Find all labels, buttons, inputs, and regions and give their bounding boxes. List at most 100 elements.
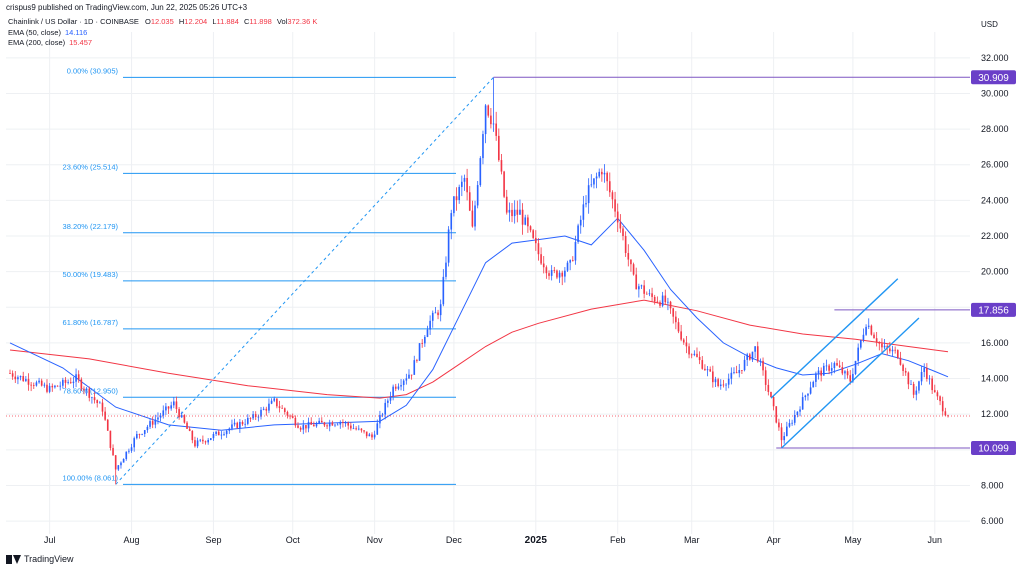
candle-body[interactable]: [857, 347, 859, 361]
candle-body[interactable]: [759, 360, 762, 362]
candle-body[interactable]: [606, 172, 608, 182]
candle-body[interactable]: [622, 228, 624, 237]
candle-body[interactable]: [273, 398, 276, 401]
candle-body[interactable]: [122, 458, 125, 463]
candle-body[interactable]: [889, 348, 891, 352]
candle-body[interactable]: [143, 430, 146, 434]
candle-body[interactable]: [807, 393, 809, 396]
candle-body[interactable]: [463, 177, 466, 182]
candle-body[interactable]: [479, 158, 482, 186]
candle-body[interactable]: [453, 196, 455, 214]
tradingview-brand[interactable]: TradingView: [6, 554, 74, 564]
candle-body[interactable]: [815, 373, 817, 382]
candle-body[interactable]: [812, 381, 815, 388]
candle-body[interactable]: [550, 270, 553, 276]
candle-body[interactable]: [751, 351, 754, 360]
candle-body[interactable]: [178, 409, 180, 418]
candle-body[interactable]: [297, 425, 299, 428]
candle-body[interactable]: [786, 426, 788, 437]
candle-body[interactable]: [461, 181, 463, 187]
candle-body[interactable]: [548, 273, 550, 276]
candle-body[interactable]: [22, 376, 25, 381]
candle-body[interactable]: [870, 325, 873, 335]
candle-body[interactable]: [357, 428, 360, 430]
candle-body[interactable]: [540, 254, 542, 264]
candle-body[interactable]: [283, 408, 286, 412]
candle-body[interactable]: [632, 264, 635, 275]
candle-body[interactable]: [27, 379, 30, 385]
candle-body[interactable]: [405, 378, 408, 381]
candle-body[interactable]: [838, 365, 841, 368]
candle-body[interactable]: [268, 403, 270, 411]
candle-body[interactable]: [772, 397, 775, 407]
price-level-badge[interactable]: [971, 302, 1016, 317]
candle-body[interactable]: [645, 293, 648, 295]
candle-body[interactable]: [476, 185, 479, 206]
candle-body[interactable]: [313, 424, 315, 427]
candle-body[interactable]: [225, 430, 228, 435]
candle-body[interactable]: [286, 411, 289, 416]
candle-body[interactable]: [88, 388, 91, 398]
candle-body[interactable]: [926, 368, 928, 380]
candle-body[interactable]: [722, 384, 725, 386]
candle-body[interactable]: [381, 414, 384, 416]
candle-body[interactable]: [635, 274, 638, 290]
candle-body[interactable]: [384, 402, 387, 415]
candle-body[interactable]: [902, 364, 904, 371]
candle-body[interactable]: [83, 388, 85, 391]
candle-body[interactable]: [907, 372, 910, 385]
candle-body[interactable]: [474, 205, 476, 227]
candle-body[interactable]: [746, 354, 749, 360]
candle-body[interactable]: [350, 425, 352, 429]
candle-body[interactable]: [891, 349, 894, 352]
candle-body[interactable]: [828, 365, 830, 371]
candle-body[interactable]: [241, 422, 244, 425]
candle-body[interactable]: [450, 213, 453, 230]
candle-body[interactable]: [791, 422, 793, 424]
candle-body[interactable]: [854, 360, 857, 374]
candle-body[interactable]: [397, 386, 400, 389]
candle-body[interactable]: [439, 304, 442, 316]
candle-body[interactable]: [199, 439, 202, 441]
candle-body[interactable]: [579, 219, 582, 226]
candle-body[interactable]: [735, 372, 738, 374]
candle-body[interactable]: [59, 385, 62, 387]
candle-body[interactable]: [672, 308, 675, 317]
candle-body[interactable]: [698, 356, 701, 361]
candle-body[interactable]: [653, 296, 656, 302]
price-level-badge[interactable]: [971, 441, 1016, 456]
candle-body[interactable]: [767, 384, 770, 392]
candle-body[interactable]: [355, 428, 357, 430]
candle-body[interactable]: [196, 440, 199, 447]
candle-body[interactable]: [714, 379, 717, 383]
candle-body[interactable]: [754, 346, 756, 352]
candle-body[interactable]: [640, 285, 643, 287]
candle-body[interactable]: [590, 184, 593, 186]
candle-body[interactable]: [696, 353, 698, 357]
candle-body[interactable]: [712, 371, 714, 383]
candle-body[interactable]: [141, 433, 143, 435]
candle-body[interactable]: [157, 417, 159, 420]
candle-body[interactable]: [46, 384, 48, 392]
candle-body[interactable]: [151, 421, 154, 425]
candle-body[interactable]: [830, 368, 833, 371]
candle-body[interactable]: [363, 430, 365, 432]
candle-body[interactable]: [664, 295, 667, 303]
ema200-row[interactable]: EMA (200, close) 15.457: [8, 38, 320, 49]
candle-body[interactable]: [170, 405, 172, 409]
candle-body[interactable]: [500, 160, 503, 172]
candle-body[interactable]: [556, 270, 558, 278]
candle-body[interactable]: [246, 417, 249, 424]
candle-body[interactable]: [431, 312, 434, 321]
candle-body[interactable]: [146, 426, 149, 431]
candle-body[interactable]: [534, 237, 537, 244]
candle-body[interactable]: [93, 397, 96, 401]
candle-body[interactable]: [521, 209, 524, 225]
candle-body[interactable]: [257, 416, 260, 418]
candle-body[interactable]: [487, 105, 490, 116]
candle-body[interactable]: [865, 326, 867, 335]
candle-body[interactable]: [75, 374, 77, 382]
candle-body[interactable]: [54, 385, 56, 388]
candle-body[interactable]: [719, 384, 722, 387]
